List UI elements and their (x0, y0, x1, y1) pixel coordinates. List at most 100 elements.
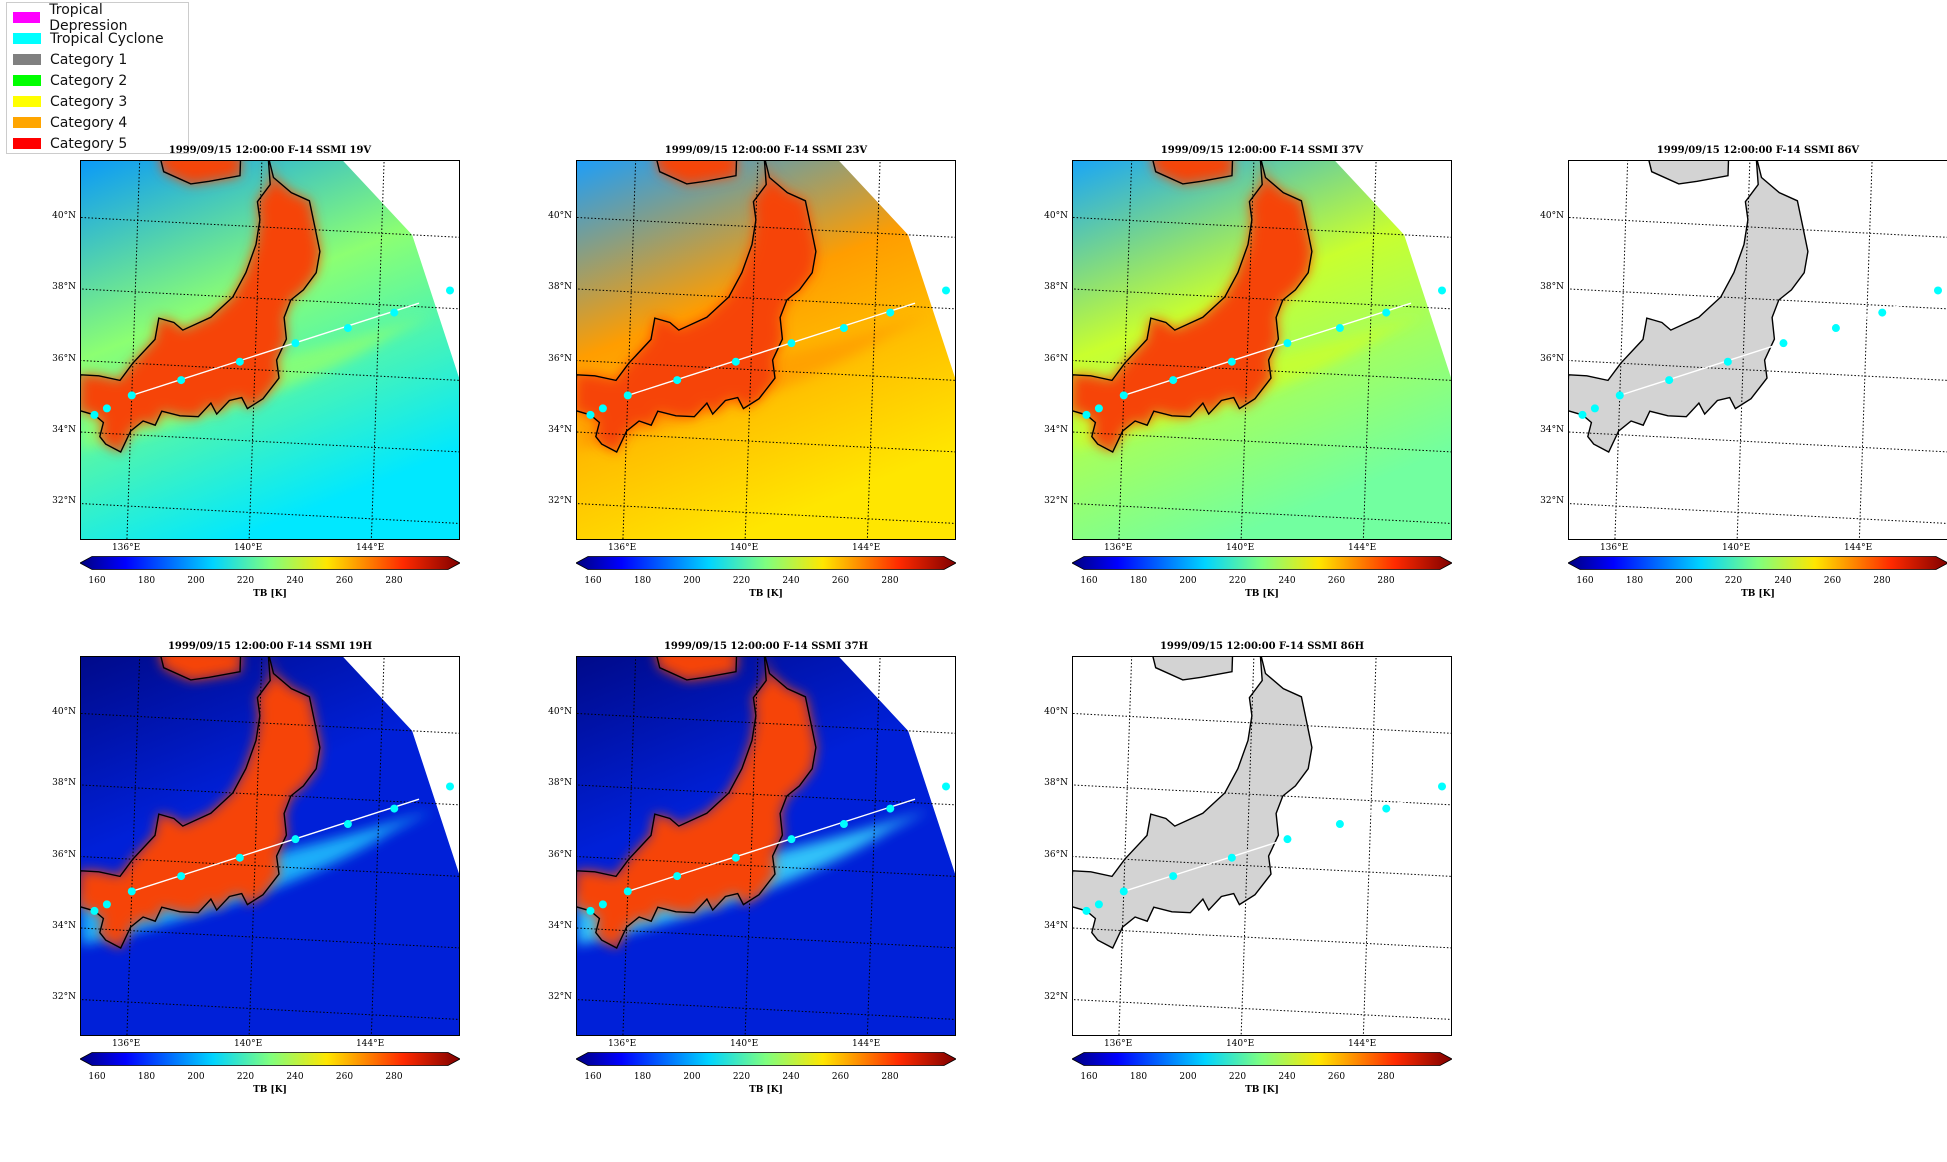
longitude-line (248, 657, 263, 1035)
legend-item: Tropical Depression (13, 2, 182, 34)
colorbar-tick: 220 (732, 576, 751, 586)
colorbar (80, 1052, 460, 1066)
colorbar-tick: 160 (88, 576, 106, 586)
colorbar-tick: 280 (1377, 576, 1395, 586)
latitude-label: 32°N (1540, 496, 1564, 507)
track-point (1082, 906, 1091, 915)
longitude-line (1614, 161, 1629, 539)
longitude-label: 140°E (1225, 1039, 1255, 1049)
legend-swatch (13, 54, 41, 65)
colorbar-ramp (576, 1052, 956, 1066)
track-point (1779, 339, 1788, 348)
track-point (90, 906, 99, 915)
latitude-label: 32°N (52, 496, 76, 507)
latitude-line (1073, 431, 1451, 453)
swath-edge (1335, 161, 1451, 378)
track-point (1119, 887, 1128, 896)
latitude-line (81, 856, 459, 877)
latitude-line (577, 431, 955, 453)
track-point (673, 376, 682, 385)
legend-swatch (13, 12, 41, 23)
map-canvas (1569, 161, 1947, 539)
colorbar-tick: 260 (335, 576, 354, 586)
legend-swatch (13, 33, 41, 44)
latitude-label: 34°N (548, 424, 572, 435)
panel-title: 1999/09/15 12:00:00 F-14 SSMI 23V (664, 145, 868, 156)
colorbar-label: TB [K] (253, 589, 287, 599)
track-point (586, 906, 595, 915)
land-brightness (577, 657, 816, 948)
colorbar-ramp (1568, 556, 1947, 570)
colorbar (80, 556, 460, 570)
longitude-label: 140°E (1225, 543, 1255, 553)
coastline (577, 161, 817, 453)
legend-swatch (13, 96, 41, 107)
legend-item: Tropical Cyclone (13, 28, 182, 49)
longitude-label: 144°E (851, 543, 881, 553)
latitude-label: 36°N (1044, 849, 1068, 860)
longitude-line (370, 161, 385, 539)
longitude-line (1362, 161, 1377, 539)
track-point (1438, 286, 1446, 295)
track-point (446, 782, 454, 791)
panel-title: 1999/09/15 12:00:00 F-14 SSMI 19H (167, 641, 373, 652)
longitude-line (248, 161, 263, 539)
colorbar-tick: 220 (1724, 576, 1743, 586)
latitude-label: 40°N (52, 706, 76, 717)
colorbar-tick: 280 (385, 576, 403, 586)
track-point (1094, 900, 1103, 909)
track-point (598, 404, 607, 413)
coastline (577, 657, 817, 949)
longitude-label: 136°E (1599, 543, 1629, 553)
latitude-label: 38°N (52, 778, 76, 789)
latitude-label: 38°N (52, 282, 76, 293)
colorbar-tick: 260 (1327, 1072, 1346, 1082)
panel-title: 1999/09/15 12:00:00 F-14 SSMI 86V (1656, 145, 1860, 156)
track-point (598, 900, 607, 909)
longitude-label: 140°E (729, 543, 759, 553)
track-point (446, 286, 454, 295)
colorbar-tick: 280 (1377, 1072, 1395, 1082)
track-point (942, 782, 950, 791)
colorbar-tick: 160 (584, 576, 602, 586)
track-point (1665, 376, 1674, 385)
colorbar (576, 1052, 956, 1066)
track-point (731, 357, 740, 366)
colorbar-label: TB [K] (1245, 589, 1279, 599)
legend-label: Category 3 (50, 93, 128, 110)
colorbar-tick: 220 (236, 1072, 255, 1082)
map-frame (1072, 656, 1452, 1036)
track-point (390, 804, 399, 813)
legend-swatch (13, 138, 41, 149)
legend-label: Tropical Depression (49, 1, 128, 34)
map-panel: 1999/09/15 12:00:00 F-14 SSMI 37H 40°N 38°… (496, 641, 966, 1131)
colorbar-label: TB [K] (749, 1085, 783, 1095)
latitude-line (1569, 288, 1947, 310)
track-point (1283, 835, 1292, 844)
colorbar-ramp (80, 1052, 460, 1066)
track-point (1169, 376, 1178, 385)
longitude-line (622, 161, 637, 539)
track-point (731, 853, 740, 862)
map-panel: 1999/09/15 12:00:00 F-14 SSMI 19V 40°N 38°… (0, 145, 470, 635)
map-panel: 1999/09/15 12:00:00 F-14 SSMI 37V 40°N 38°… (992, 145, 1462, 635)
legend-label: Category 2 (50, 72, 128, 89)
longitude-label: 144°E (1843, 543, 1873, 553)
latitude-line (81, 288, 459, 310)
colorbar-tick: 160 (88, 1072, 106, 1082)
longitude-line (1240, 161, 1255, 539)
colorbar-tick: 160 (584, 1072, 602, 1082)
latitude-label: 32°N (1044, 992, 1068, 1003)
track-point (1831, 324, 1840, 333)
colorbar (1072, 1052, 1452, 1066)
colorbar-tick: 280 (1873, 576, 1891, 586)
track-point (235, 357, 244, 366)
latitude-label: 40°N (548, 210, 572, 221)
colorbar (1072, 556, 1452, 570)
latitude-label: 34°N (1044, 920, 1068, 931)
longitude-line (1736, 161, 1751, 539)
map-frame (576, 656, 956, 1036)
land-core (1073, 161, 1312, 452)
colorbar (576, 556, 956, 570)
colorbar-tick: 200 (187, 1072, 205, 1082)
